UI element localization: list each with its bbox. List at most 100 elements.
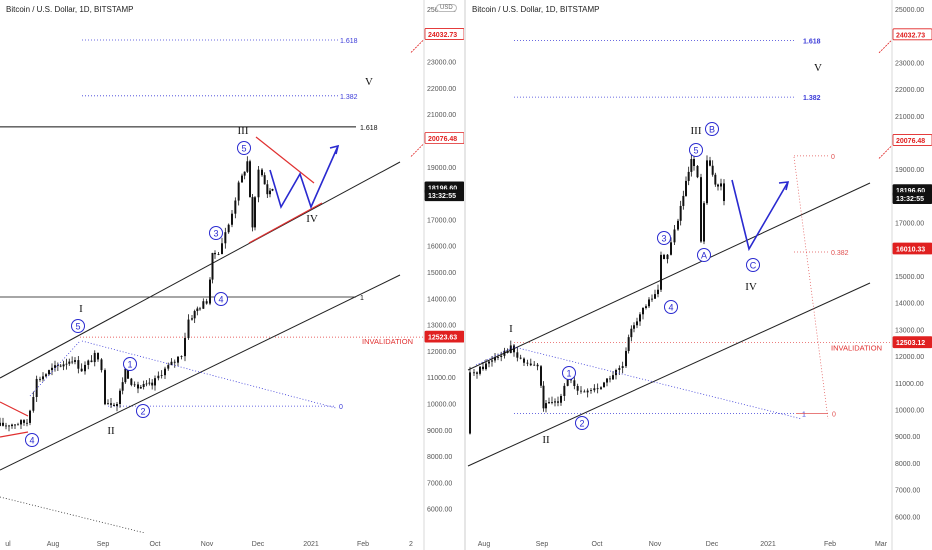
fib-level-label: 0 <box>339 404 343 411</box>
wave-label-1: 1 <box>127 360 132 370</box>
candle-body <box>100 359 103 371</box>
wave-label-1: 1 <box>566 369 571 379</box>
y-tick-label: 10000.00 <box>427 402 456 409</box>
projection-arrowhead <box>329 144 340 155</box>
panel-divider[interactable] <box>464 0 466 550</box>
candle-body <box>685 180 687 196</box>
y-tick-label: 7000.00 <box>895 488 920 495</box>
candle-body <box>261 169 263 176</box>
candle-body <box>482 366 484 370</box>
candle-body <box>639 314 641 322</box>
wave-label-IV: IV <box>745 281 757 293</box>
candle-body <box>533 364 536 366</box>
fib-level-label: 1 <box>802 412 806 419</box>
x-tick-label: Feb <box>357 541 369 548</box>
chart-title-right: Bitcoin / U.S. Dollar, 1D, BITSTAMP <box>472 5 600 14</box>
wave-label-V: V <box>365 76 373 88</box>
y-tick-label: 11000.00 <box>895 381 924 388</box>
candle-body <box>90 360 93 363</box>
candle-body <box>711 165 714 175</box>
fib-projection-line <box>793 156 829 420</box>
candle-body <box>706 160 708 204</box>
wave-label-5-circle <box>71 319 85 333</box>
wave-label-3-circle <box>209 226 223 240</box>
y-tick-label: 15000.00 <box>895 274 924 281</box>
wave-label-5-circle <box>689 143 703 157</box>
x-tick-label: Aug <box>47 541 60 548</box>
x-tick-label: Nov <box>201 541 214 548</box>
wave-label-5b-circle <box>237 141 251 155</box>
candle-body <box>696 165 699 178</box>
currency-badge-left[interactable]: USD <box>436 4 457 12</box>
candle-body <box>170 361 173 366</box>
candle-body <box>139 386 142 389</box>
y-tick-label: 14000.00 <box>427 296 456 303</box>
price-tag-label: 20076.48 <box>428 136 457 143</box>
candle-body <box>627 337 630 351</box>
candle-body <box>51 367 53 371</box>
fib-level-label: 1.618 <box>340 38 358 45</box>
candle-body <box>560 395 562 403</box>
candle-body <box>494 357 496 361</box>
wave-label-2: 2 <box>140 407 145 417</box>
candle-body <box>8 425 10 427</box>
wave-label-1-circle <box>562 366 576 380</box>
candle-body <box>551 402 553 403</box>
candle-body <box>488 361 490 364</box>
candle-body <box>2 422 4 426</box>
candle-body <box>154 378 156 386</box>
candle-body <box>32 397 35 411</box>
candle-body <box>609 378 611 380</box>
candle-body <box>160 375 163 376</box>
candle-body <box>563 385 566 396</box>
candle-body <box>469 372 471 434</box>
wave-label-B: B <box>709 125 715 135</box>
x-tick-label: Aug <box>478 541 491 548</box>
x-tick-label: 2021 <box>303 541 319 548</box>
candle-body <box>237 182 240 201</box>
candle-body <box>621 366 624 368</box>
invalidation-label: INVALIDATION <box>362 337 413 346</box>
candle-body <box>618 367 621 370</box>
wave-label-III: III <box>691 125 702 137</box>
y-tick-label: 8000.00 <box>427 454 452 461</box>
price-tag-pointer <box>410 144 424 157</box>
candle-body <box>187 319 190 339</box>
y-tick-label: 22000.00 <box>427 86 456 93</box>
candle-body <box>164 368 166 376</box>
candle-body <box>251 197 254 228</box>
candle-body <box>677 220 679 230</box>
channel-lower-line <box>0 274 401 471</box>
price-tag <box>892 242 932 255</box>
candle-body <box>177 356 179 363</box>
y-tick-label: 9000.00 <box>427 428 452 435</box>
y-tick-label: 21000.00 <box>895 114 924 121</box>
x-tick-label: Dec <box>706 541 719 548</box>
candle-body <box>167 365 170 369</box>
y-tick-label: 6000.00 <box>895 514 920 521</box>
candle-body <box>266 184 269 195</box>
candle-body <box>519 357 522 359</box>
price-tag-label: 18196.60 <box>896 188 925 195</box>
y-tick-label: 23000.00 <box>427 60 456 67</box>
projection-path <box>731 179 789 252</box>
candle-body <box>497 356 499 358</box>
x-tick-label: Oct <box>150 541 161 548</box>
candle-body <box>473 372 475 374</box>
wave-label-4: 4 <box>668 303 673 313</box>
candle-body <box>17 424 19 426</box>
dotted-trend-line <box>0 496 146 534</box>
candle-body <box>97 352 99 360</box>
candle-body <box>583 391 586 393</box>
candle-body <box>709 160 711 166</box>
candle-body <box>666 254 669 260</box>
wave-label-4: 4 <box>29 436 34 446</box>
candle-body <box>576 385 579 391</box>
x-tick-label: 2 <box>409 541 413 548</box>
candle-body <box>39 378 41 380</box>
candle-body <box>254 197 256 228</box>
candle-body <box>110 403 112 405</box>
x-tick-label: Dec <box>252 541 265 548</box>
